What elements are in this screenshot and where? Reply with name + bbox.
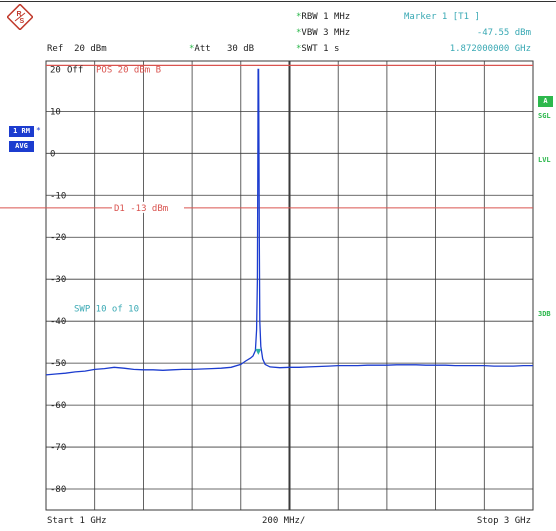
marker-1-triangle [255, 348, 262, 355]
marker-level: -47.55 dBm [476, 28, 531, 38]
y-tick-label: 10 [50, 107, 61, 117]
vbw-coupled-star: * [296, 28, 302, 38]
position-label: POS 20 dBm B [96, 65, 161, 75]
rbw-setting: *RBW 1 MHz [296, 12, 351, 22]
offset-label: Off [67, 65, 83, 75]
y-tick-label: -40 [50, 317, 66, 327]
reference-lines [0, 64, 533, 209]
y-tick-label: -60 [50, 401, 66, 411]
marker-layer [255, 348, 262, 355]
rbw-coupled-star: * [296, 12, 302, 22]
start-frequency: Start 1 GHz [47, 516, 107, 526]
header-divider [0, 1, 556, 2]
a-badge: A [538, 96, 553, 107]
y-tick-label: -20 [50, 233, 66, 243]
trace-mode-star: * [36, 126, 41, 135]
rohde-schwarz-logo: R S [7, 4, 33, 30]
lvl-label: LVL [538, 156, 551, 164]
trace-layer [45, 68, 533, 376]
swt-coupled-star: * [296, 44, 302, 54]
spectrum-trace [45, 68, 533, 376]
svg-text:R: R [17, 11, 22, 18]
vbw-setting: *VBW 3 MHz [296, 28, 351, 38]
y-tick-label: -80 [50, 485, 66, 495]
avg-badge: AVG [9, 141, 34, 152]
y-tick-label: -50 [50, 359, 66, 369]
sgl-label: SGL [538, 112, 551, 120]
sweep-count-label: SWP 10 of 10 [74, 305, 139, 315]
attenuation-setting: *Att 30 dB [189, 44, 255, 54]
plot-grid [45, 60, 534, 511]
stop-frequency: Stop 3 GHz [476, 516, 531, 526]
marker-frequency: 1.872000000 GHz [449, 44, 531, 54]
att-coupled-star: * [189, 44, 195, 54]
marker-title: Marker 1 [T1 ] [404, 12, 480, 22]
y-tick-label: -30 [50, 275, 66, 285]
plot-annotations: Off POS 20 dBm B D1 -13 dBm SWP 10 of 10 [67, 65, 184, 315]
ref-level: Ref 20 dBm [47, 44, 107, 54]
y-tick-labels: 20 10 0 -10 -20 -30 -40 -50 -60 -70 -80 [50, 65, 66, 495]
swt-setting: *SWT 1 s [296, 44, 340, 54]
y-tick-label: -70 [50, 443, 66, 453]
y-tick-label: 0 [50, 149, 55, 159]
y-tick-label: -10 [50, 191, 66, 201]
display-line-label: D1 -13 dBm [114, 204, 168, 214]
y-tick-label: 20 [50, 65, 61, 75]
svg-text:S: S [20, 18, 25, 25]
span-per-division: 200 MHz/ [262, 516, 306, 526]
3db-label: 3DB [538, 310, 551, 318]
display-line-label-bg [112, 201, 184, 213]
trace-mode-badge: 1 RM [9, 126, 34, 137]
